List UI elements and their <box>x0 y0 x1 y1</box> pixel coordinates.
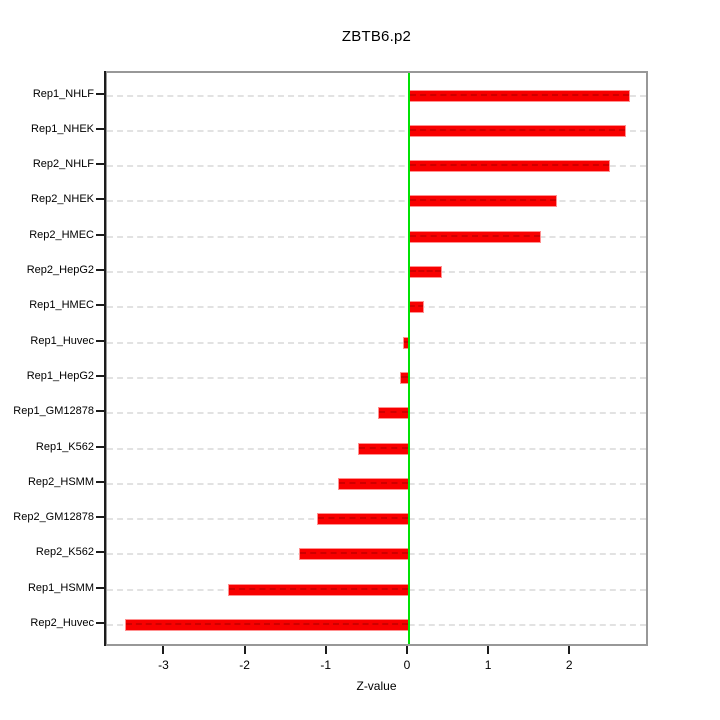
x-axis-tick-label: -1 <box>320 658 332 672</box>
gridline <box>107 341 646 344</box>
y-axis-tick <box>96 339 104 342</box>
bar-Rep1_HMEC <box>408 301 424 314</box>
bar-dash-pattern <box>379 411 408 414</box>
y-axis-tick <box>96 198 104 201</box>
y-axis-tick <box>96 233 104 236</box>
bar-dash-pattern <box>339 481 408 484</box>
bar-dash-pattern <box>300 552 408 555</box>
gridline <box>107 412 646 415</box>
y-axis-label-Rep2_K562: Rep2_K562 <box>35 546 94 559</box>
y-axis-tick <box>96 374 104 377</box>
y-axis-label-Rep1_K562: Rep1_K562 <box>35 440 94 453</box>
y-axis-label-Rep1_NHLF: Rep1_NHLF <box>32 87 94 100</box>
bar-Rep2_K562 <box>299 548 409 561</box>
zero-reference-line <box>407 73 410 644</box>
y-axis-label-Rep2_NHEK: Rep2_NHEK <box>31 193 94 206</box>
y-axis-tick <box>96 92 104 95</box>
y-axis-tick <box>96 163 104 166</box>
x-axis-tick-label: 0 <box>403 658 411 672</box>
y-axis-line <box>104 71 106 646</box>
y-axis-label-Rep2_Huvec: Rep2_Huvec <box>30 617 94 629</box>
y-axis-tick <box>96 304 104 307</box>
y-axis-label-Rep2_GM12878: Rep2_GM12878 <box>13 511 94 524</box>
x-axis-tick <box>162 646 165 654</box>
y-axis-label-Rep2_NHLF: Rep2_NHLF <box>32 158 94 171</box>
bar-Rep1_NHEK <box>408 124 626 137</box>
y-axis-tick <box>96 410 104 413</box>
bar-dash-pattern <box>404 340 408 343</box>
y-axis-label-Rep2_HSMM: Rep2_HSMM <box>27 475 94 488</box>
bar-dash-pattern <box>409 128 625 131</box>
bar-dash-pattern <box>401 375 408 378</box>
bar-dash-pattern <box>318 517 408 520</box>
y-axis-label-Rep1_NHEK: Rep1_NHEK <box>31 122 94 135</box>
y-axis-tick <box>96 127 104 130</box>
y-axis-label-Rep1_Huvec: Rep1_Huvec <box>30 334 94 347</box>
bar-Rep2_HSMM <box>338 477 409 490</box>
x-axis-title: Z-value <box>356 679 397 693</box>
y-axis-tick <box>96 516 104 519</box>
gridline <box>107 235 646 238</box>
bar-dash-pattern <box>409 164 610 167</box>
x-axis-tick-label: -3 <box>158 658 169 672</box>
y-axis-label-Rep1_HSMM: Rep1_HSMM <box>27 581 94 594</box>
bar-dash-pattern <box>409 305 423 308</box>
y-axis-tick <box>96 445 104 448</box>
y-axis-label-Rep1_GM12878: Rep1_GM12878 <box>13 405 94 418</box>
bar-dash-pattern <box>409 199 556 202</box>
x-axis-tick <box>324 646 327 654</box>
bar-Rep1_GM12878 <box>378 407 409 420</box>
bar-Rep2_Huvec <box>124 619 409 631</box>
y-axis-tick <box>96 586 104 589</box>
gridline <box>107 94 646 97</box>
x-axis-tick-label: 2 <box>565 658 573 672</box>
y-axis-tick <box>96 269 104 271</box>
plot-area <box>105 71 648 646</box>
gridline <box>107 129 646 132</box>
bar-dash-pattern <box>409 234 541 237</box>
x-axis-tick <box>487 646 490 654</box>
gridline <box>107 376 646 379</box>
gridline <box>107 200 646 203</box>
bar-Rep2_NHEK <box>408 195 557 208</box>
x-axis-tick <box>405 646 408 654</box>
x-axis-tick-label: 1 <box>484 658 492 672</box>
bar-Rep1_HSMM <box>227 583 409 596</box>
chart-title: ZBTB6.p2 <box>341 28 412 45</box>
gridline <box>107 271 646 273</box>
y-axis-label-Rep1_HMEC: Rep1_HMEC <box>29 299 94 312</box>
bar-dash-pattern <box>409 93 629 96</box>
gridline <box>107 165 646 168</box>
bar-dash-pattern <box>409 270 442 272</box>
x-axis-tick-label: -2 <box>239 658 250 672</box>
bar-Rep1_K562 <box>357 442 409 455</box>
bar-dash-pattern <box>358 446 408 449</box>
x-axis-tick <box>568 646 571 654</box>
bar-Rep2_HMEC <box>408 230 542 243</box>
gridline <box>107 306 646 309</box>
y-axis-label-Rep2_HepG2: Rep2_HepG2 <box>26 264 94 276</box>
x-axis-tick <box>243 646 246 654</box>
bar-dash-pattern <box>228 587 408 590</box>
bar-Rep2_GM12878 <box>317 513 409 526</box>
bar-dash-pattern <box>125 623 408 625</box>
y-axis-label-Rep2_HMEC: Rep2_HMEC <box>29 228 94 241</box>
bar-Rep2_HepG2 <box>408 266 443 278</box>
y-axis-tick <box>96 622 104 624</box>
y-axis-tick <box>96 480 104 483</box>
y-axis-label-Rep1_HepG2: Rep1_HepG2 <box>26 369 94 382</box>
bar-Rep1_NHLF <box>408 89 630 102</box>
y-axis-tick <box>96 551 104 554</box>
bar-Rep2_NHLF <box>408 160 611 173</box>
